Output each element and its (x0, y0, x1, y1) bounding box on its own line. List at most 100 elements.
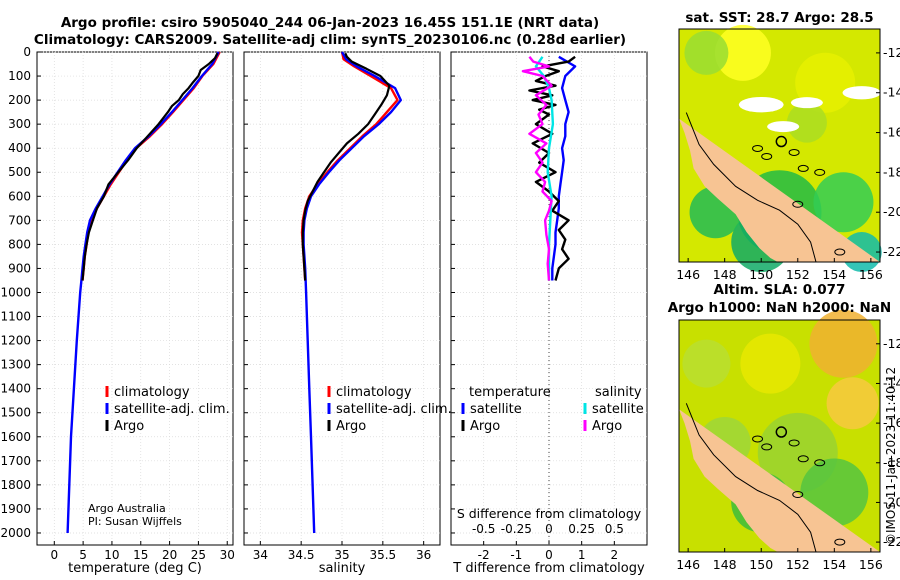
y-tick-label: 1200 (0, 334, 31, 348)
missing-data-patch (738, 96, 784, 113)
sst-map-title: sat. SST: 28.7 Argo: 28.5 (685, 10, 873, 26)
map-x-tick-label: 148 (713, 557, 737, 572)
map-x-tick-label: 146 (676, 267, 700, 282)
x-tick-label: 10 (104, 548, 119, 562)
x-tick-label: 25 (191, 548, 206, 562)
plot-frame (36, 51, 234, 546)
reef-outline (792, 200, 804, 208)
field-patch (809, 309, 878, 378)
map-y-tick-label: -16 (883, 415, 900, 430)
legend-label: climatology (114, 385, 190, 400)
map-y-tick-label: -12 (883, 336, 900, 351)
reef-outline (792, 490, 804, 498)
map-x-tick-label: 150 (749, 557, 773, 572)
map-x-tick-label: 156 (859, 557, 883, 572)
x-axis-label: salinity (319, 561, 366, 576)
map-x-tick-label: 146 (676, 557, 700, 572)
profile-panel-temperature-profile: 0100200300400500600700800900100011001200… (0, 45, 234, 576)
map-x-tick-label: 152 (786, 267, 810, 282)
map-x-tick-label: 148 (713, 267, 737, 282)
argo-position-marker (775, 426, 788, 438)
series-line-t-argo (528, 55, 576, 281)
x-axis-label: temperature (deg C) (68, 561, 202, 576)
legend-label: satellite-adj. clim. (114, 402, 230, 417)
map-y-tick-label: -20 (883, 204, 900, 219)
x2-axis-label: S difference from climatology (457, 506, 642, 521)
reef-outline (797, 164, 809, 172)
reef-outline (834, 538, 846, 546)
series-line-argo (301, 52, 391, 281)
y-tick-label: 800 (8, 237, 31, 251)
map-x-tick-label: 154 (822, 557, 846, 572)
sla-map: 146 148 150 152 154 156 -12 -14 -16 -18 -20 -22 Alti… (668, 282, 900, 572)
reef-outline (788, 439, 800, 447)
legend-salinity-title: salinity (595, 385, 642, 400)
legend-label: Argo (470, 419, 500, 434)
y-tick-label: 1900 (0, 502, 31, 516)
map-x-tick-label: 152 (786, 557, 810, 572)
series-line-satellite-adj-clim- (302, 51, 402, 534)
x2-tick-label: 0.25 (568, 522, 595, 536)
credit-line2: PI: Susan Wijffels (88, 515, 182, 528)
figure-title-line1: Argo profile: csiro 5905040_244 06-Jan-2… (60, 15, 600, 31)
reef-outline (797, 455, 809, 463)
y-tick-label: 1600 (0, 430, 31, 444)
missing-data-patch (767, 121, 800, 133)
sla-map-title-line2: Argo h1000: NaN h2000: NaN (668, 300, 891, 316)
map-y-tick-label: -22 (883, 244, 900, 259)
profile-panel-difference-profile: -2 -1 0 1 2T difference from climatology S di… (450, 51, 648, 576)
imos-watermark: ©IMOS 11-Jan-2023 11:40:12 (884, 366, 898, 545)
field-patch (714, 24, 771, 81)
x-axis-label: T difference from climatology (452, 561, 645, 576)
x-tick-label: 34 (253, 548, 268, 562)
x-tick-label: 36 (416, 548, 431, 562)
x-tick-label: 34.5 (288, 548, 315, 562)
x-tick-label: 20 (162, 548, 177, 562)
series-line-s-argo (521, 56, 553, 281)
legend-label: Argo (592, 419, 622, 434)
y-tick-label: 900 (8, 261, 31, 275)
bathymetry-contour (685, 403, 817, 553)
map-y-tick-label: -12 (883, 45, 900, 60)
map-x-tick-label: 156 (859, 267, 883, 282)
y-tick-label: 1300 (0, 358, 31, 372)
map-y-tick-label: -18 (883, 455, 900, 470)
legend-temperature-title: temperature (469, 385, 551, 400)
x2-tick-label: 0.5 (605, 522, 624, 536)
figure-title-line2: Climatology: CARS2009. Satellite-adj cli… (33, 32, 627, 48)
legend-label: satellite (470, 402, 522, 417)
reef-outline (814, 168, 826, 176)
series-line-t-satellite (551, 55, 577, 281)
field-patch (684, 30, 729, 75)
reef-outline (752, 144, 764, 152)
argo-position-marker (775, 135, 788, 148)
x2-tick-label: -0.25 (501, 522, 532, 536)
y-tick-label: 2000 (0, 526, 31, 540)
land-area (679, 118, 880, 262)
legend-label: Argo (114, 419, 144, 434)
field-patch (786, 102, 827, 143)
map-y-tick-label: -20 (883, 494, 900, 509)
x2-tick-label: -0.5 (472, 522, 495, 536)
map-y-tick-label: -14 (883, 85, 900, 100)
y-tick-label: 0 (23, 45, 31, 59)
sst-map: 146 148 150 152 154 156 -12 -14 -16 -18 -20 -22 sat.… (676, 10, 900, 282)
y-tick-label: 1700 (0, 454, 31, 468)
x-tick-label: 0 (545, 548, 553, 562)
map-y-tick-label: -18 (883, 164, 900, 179)
reef-outline (761, 152, 773, 160)
legend-label: satellite-adj. clim. (336, 402, 452, 417)
x-tick-label: 5 (79, 548, 87, 562)
y-tick-label: 600 (8, 189, 31, 203)
x-tick-label: 15 (133, 548, 148, 562)
map-x-tick-label: 150 (749, 267, 773, 282)
x-tick-label: 35.5 (369, 548, 396, 562)
map-y-tick-label: -14 (883, 375, 900, 390)
y-tick-label: 400 (8, 141, 31, 155)
y-tick-label: 300 (8, 117, 31, 131)
y-tick-label: 1400 (0, 382, 31, 396)
legend-label: satellite (592, 402, 644, 417)
field-patch (813, 172, 874, 233)
reef-outline (834, 248, 846, 256)
